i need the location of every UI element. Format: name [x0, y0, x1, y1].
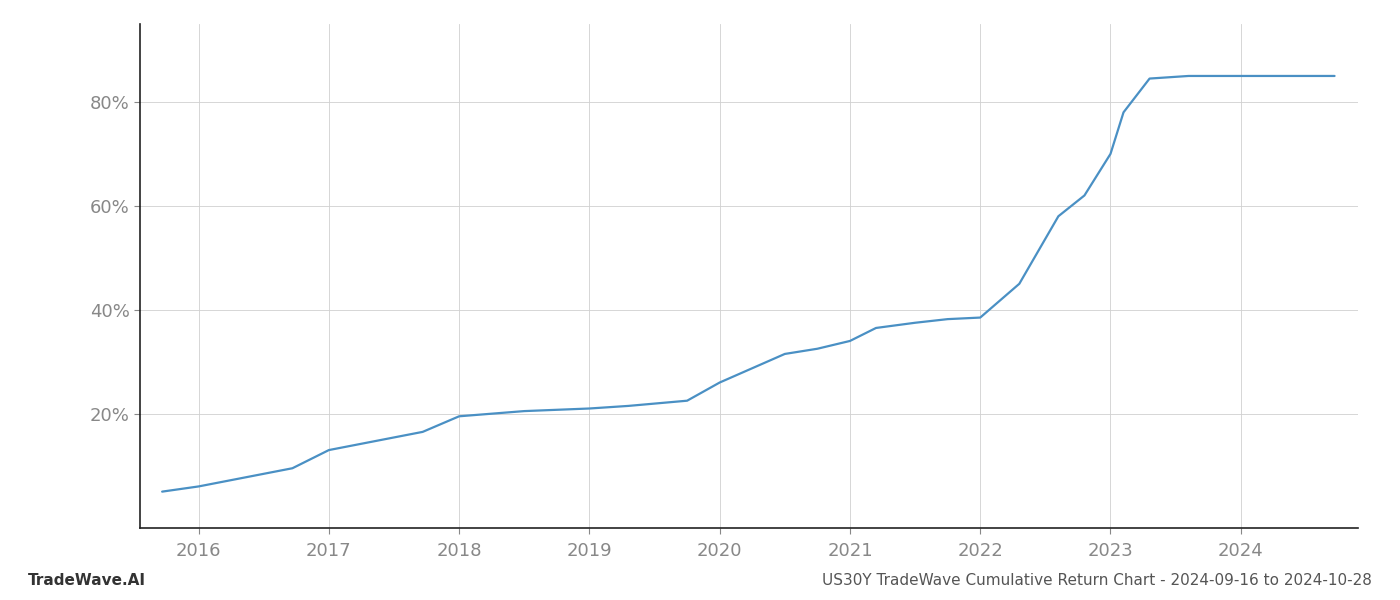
Text: TradeWave.AI: TradeWave.AI [28, 573, 146, 588]
Text: US30Y TradeWave Cumulative Return Chart - 2024-09-16 to 2024-10-28: US30Y TradeWave Cumulative Return Chart … [822, 573, 1372, 588]
